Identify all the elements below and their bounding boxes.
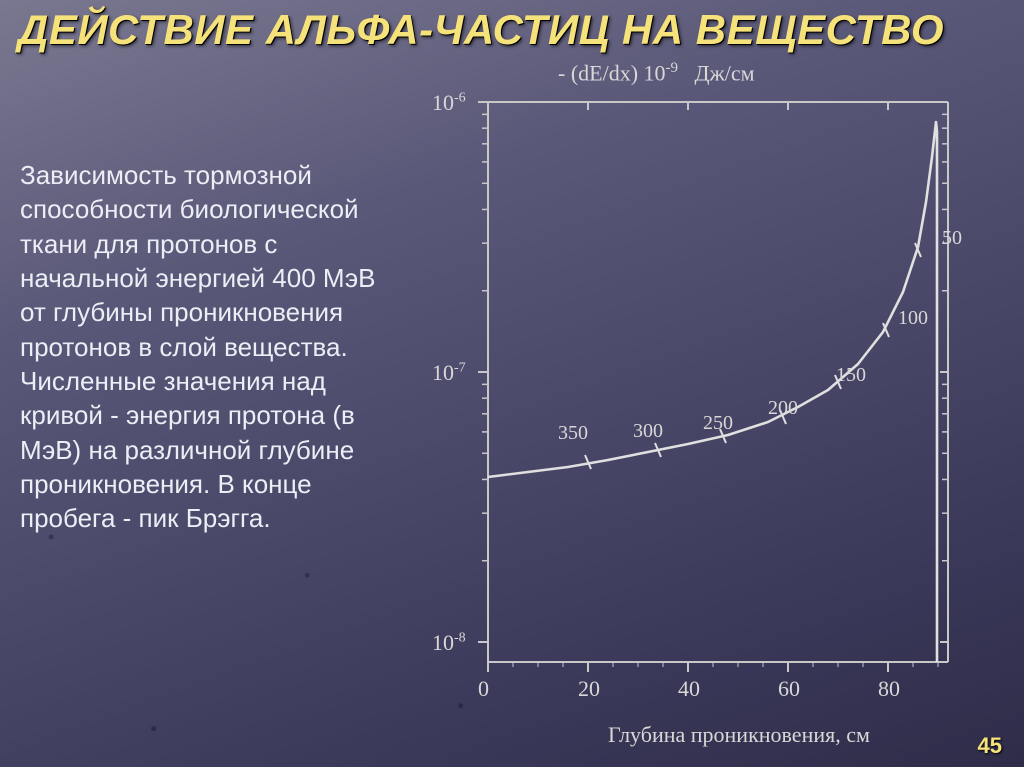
chart-tick-label: 0	[478, 676, 489, 702]
chart-svg	[418, 62, 1008, 752]
slide-description: Зависимость тормозной способности биолог…	[20, 158, 400, 535]
x-axis-label: Глубина проникновения, см	[608, 722, 870, 748]
chart-tick-label: 10-6	[432, 90, 466, 116]
y-axis-formula: - (dE/dx) 10-9 Дж/см	[558, 60, 755, 86]
chart-tick-label: 150	[836, 364, 866, 387]
chart-tick-label: 10-7	[432, 360, 466, 386]
chart-tick-label: 50	[942, 227, 962, 250]
chart-tick-label: 80	[878, 676, 900, 702]
slide-title: ДЕЙСТВИЕ АЛЬФА-ЧАСТИЦ НА ВЕЩЕСТВО	[0, 6, 1024, 54]
chart-tick-label: 300	[633, 420, 663, 443]
y-formula-exp: -9	[666, 60, 679, 76]
bragg-curve-chart: - (dE/dx) 10-9 Дж/см Глубина проникновен…	[418, 62, 1008, 752]
chart-tick-label: 350	[558, 422, 588, 445]
y-units: Дж/см	[695, 60, 755, 85]
chart-tick-label: 250	[703, 412, 733, 435]
chart-tick-label: 40	[678, 676, 700, 702]
chart-tick-label: 20	[578, 676, 600, 702]
chart-tick-label: 60	[778, 676, 800, 702]
chart-tick-label: 10-8	[432, 630, 466, 656]
chart-tick-label: 200	[768, 397, 798, 420]
chart-tick-label: 100	[898, 307, 928, 330]
y-formula-text: - (dE/dx) 10	[558, 60, 666, 85]
